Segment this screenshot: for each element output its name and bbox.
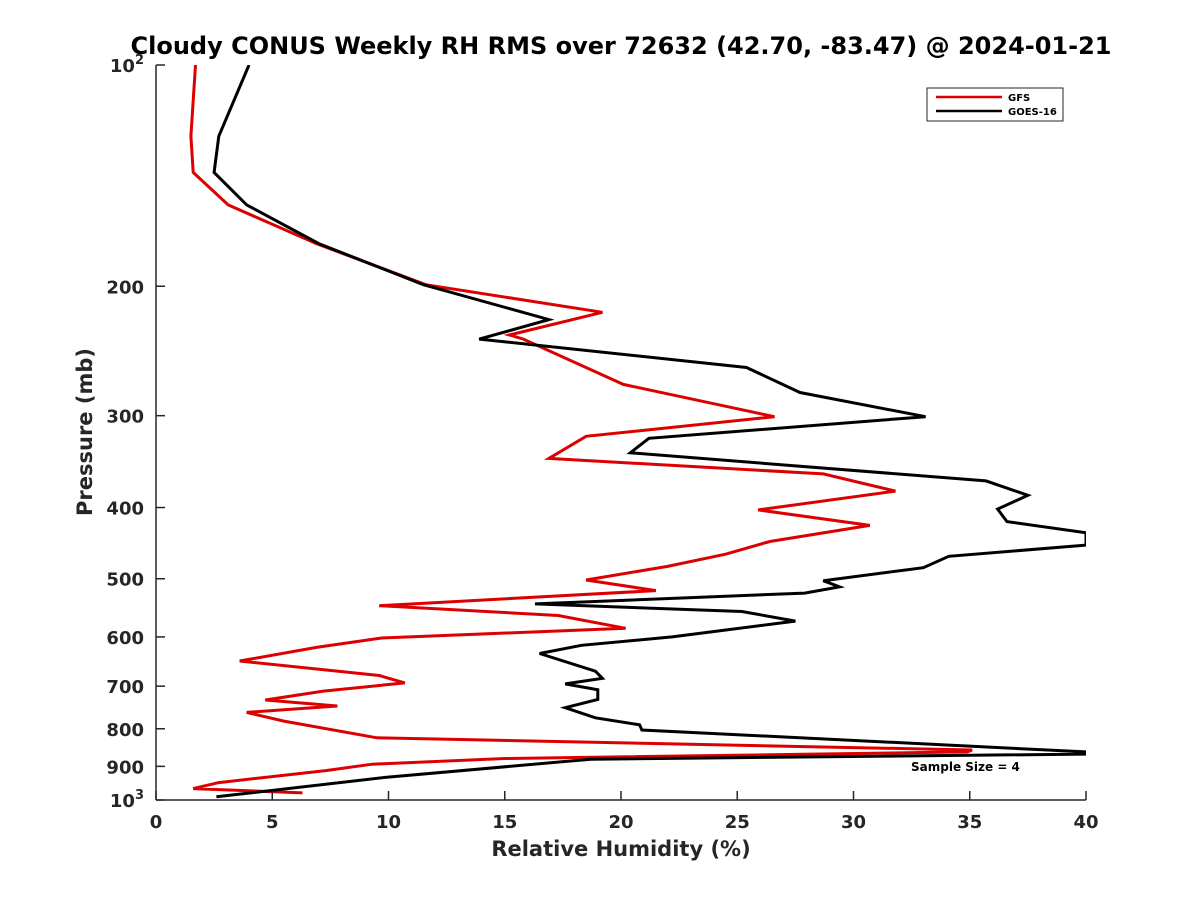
series-line-goes16	[212, 65, 1086, 799]
x-axis-label: Relative Humidity (%)	[491, 837, 750, 861]
x-tick-label: 40	[1073, 812, 1098, 833]
y-tick-label: 700	[106, 677, 144, 698]
y-tick-label: 800	[106, 720, 144, 741]
legend-label-goes16: GOES-16	[1008, 107, 1057, 118]
x-tick-label: 30	[841, 812, 866, 833]
legend-box	[926, 87, 1064, 122]
x-tick-label: 0	[150, 812, 163, 833]
series-line-gfs	[189, 65, 973, 795]
x-tick-label: 25	[725, 812, 750, 833]
y-tick-label: 900	[106, 757, 144, 778]
series-layer	[189, 65, 1086, 799]
y-ticks: 102 200 300 400 500 600 700 800 900 103	[106, 53, 165, 812]
y-tick-label: 500	[106, 570, 144, 591]
y-tick-label: 400	[106, 499, 144, 520]
chart-title: Cloudy CONUS Weekly RH RMS over 72632 (4…	[131, 32, 1112, 60]
x-tick-label: 20	[608, 812, 633, 833]
y-tick-label: 600	[106, 628, 144, 649]
legend-label-gfs: GFS	[1008, 93, 1030, 104]
x-ticks: 0 5 10 15 20 25 30 35 40	[150, 791, 1099, 833]
y-axis-label: Pressure (mb)	[73, 348, 97, 516]
sample-size-annotation: Sample Size = 4	[911, 760, 1020, 774]
y-tick-label: 300	[106, 407, 144, 428]
x-tick-label: 15	[492, 812, 517, 833]
y-tick-label: 200	[106, 277, 144, 298]
y-tick-label: 102	[110, 53, 144, 77]
x-tick-label: 5	[266, 812, 279, 833]
y-tick-label: 103	[110, 788, 144, 812]
legend: GFS GOES-16	[926, 87, 1064, 122]
x-tick-label: 35	[957, 812, 982, 833]
x-tick-label: 10	[376, 812, 401, 833]
